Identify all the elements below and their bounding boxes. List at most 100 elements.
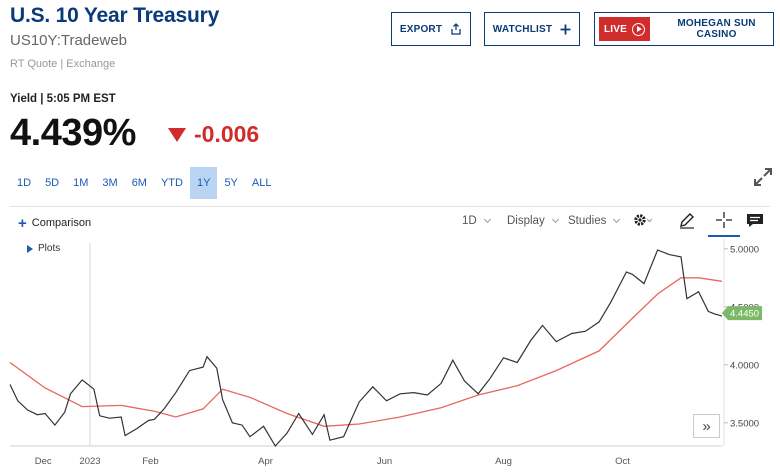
range-1m[interactable]: 1M: [73, 177, 89, 189]
last-value-badge-shape: [722, 306, 762, 321]
display-dropdown[interactable]: Display: [507, 215, 559, 227]
price-point: [571, 332, 573, 334]
range-all[interactable]: ALL: [251, 177, 272, 189]
price-point: [17, 400, 19, 402]
last-value-text: 4.4450: [730, 309, 759, 320]
price-point: [69, 393, 71, 395]
studies-dropdown[interactable]: Studies: [568, 215, 621, 227]
price-point: [680, 256, 682, 258]
price-point: [713, 313, 715, 315]
change-value: -0.006: [194, 121, 260, 147]
price-point: [426, 394, 428, 396]
price-point: [631, 273, 633, 275]
comment-icon[interactable]: [745, 210, 765, 230]
range-5d[interactable]: 5D: [45, 177, 60, 189]
price-line: [9, 249, 723, 448]
range-1y[interactable]: 1Y: [189, 167, 218, 199]
price-point: [399, 393, 401, 395]
pencil-icon[interactable]: [677, 210, 697, 230]
price-point: [63, 411, 65, 413]
moving-average-line: [9, 277, 723, 427]
plots-toggle[interactable]: Plots: [27, 243, 60, 254]
share-icon: [451, 23, 461, 35]
range-6m[interactable]: 6M: [131, 177, 147, 189]
price-point: [452, 359, 454, 361]
x-tick-label: Dec: [35, 456, 52, 467]
comparison-label: Comparison: [31, 217, 92, 229]
gear-icon[interactable]: [632, 210, 652, 230]
price-point: [54, 424, 56, 426]
range-selector: 1D 5D 1M 3M 6M YTD 1Y 5Y ALL: [10, 167, 278, 199]
scroll-to-latest-button[interactable]: »: [693, 414, 720, 438]
price-change: -0.006: [168, 121, 259, 148]
export-button[interactable]: EXPORT: [391, 12, 471, 46]
live-badge: LIVE: [599, 17, 651, 41]
watchlist-label: WATCHLIST: [492, 23, 553, 35]
price-point: [598, 321, 600, 323]
price-point: [206, 355, 208, 357]
price-point: [516, 361, 518, 363]
price-point: [249, 436, 251, 438]
range-1d[interactable]: 1D: [17, 177, 32, 189]
double-chevron-right-icon: »: [702, 417, 711, 435]
price-point: [311, 433, 313, 435]
price-point: [385, 400, 387, 402]
price-point: [707, 310, 709, 312]
last-price: 4.439%: [10, 112, 136, 154]
range-5y[interactable]: 5Y: [224, 177, 238, 189]
price-point: [555, 340, 557, 342]
y-tick-label: 3.5000: [730, 418, 759, 429]
price-point: [668, 253, 670, 255]
price-point: [188, 369, 190, 371]
live-tv-button[interactable]: LIVE MOHEGAN SUN CASINO: [594, 12, 774, 46]
price-point: [440, 382, 442, 384]
price-point: [175, 391, 177, 393]
price-point: [241, 424, 243, 426]
price-point: [342, 436, 344, 438]
export-label: EXPORT: [399, 23, 443, 35]
price-point: [99, 415, 101, 417]
y-tick-label: 5.0000: [730, 244, 759, 255]
price-point: [372, 386, 374, 388]
studies-label: Studies: [568, 215, 607, 227]
interval-label: 1D: [462, 215, 477, 227]
interval-dropdown[interactable]: 1D: [462, 215, 491, 227]
active-tool-indicator: [708, 235, 740, 237]
range-3m[interactable]: 3M: [102, 177, 118, 189]
price-point: [108, 417, 110, 419]
price-point: [262, 425, 264, 427]
expand-icon[interactable]: [752, 166, 774, 188]
price-point: [329, 439, 331, 441]
chevron-down-icon: [613, 215, 621, 224]
live-sponsor: MOHEGAN SUN CASINO: [677, 18, 756, 40]
display-label: Display: [507, 215, 545, 227]
down-arrow-icon: [168, 127, 186, 142]
price-point: [81, 379, 83, 381]
plus-icon: +: [18, 214, 27, 232]
price-point: [163, 408, 165, 410]
price-point: [153, 418, 155, 420]
price-point: [298, 412, 300, 414]
price-point: [202, 366, 204, 368]
price-point: [656, 249, 658, 251]
chevron-down-icon: [483, 215, 491, 224]
price-point: [231, 422, 233, 424]
x-tick-label: Apr: [258, 456, 273, 467]
range-ytd[interactable]: YTD: [160, 177, 183, 189]
crosshair-icon[interactable]: [714, 210, 734, 230]
price-point: [124, 434, 126, 436]
quote-meta: RT Quote | Exchange: [10, 58, 116, 70]
play-icon: [632, 22, 646, 36]
price-point: [136, 427, 138, 429]
price-point: [463, 380, 465, 382]
comparison-button[interactable]: + Comparison: [18, 214, 92, 232]
x-tick-label: 2023: [79, 456, 100, 467]
price-point: [721, 315, 723, 317]
chevron-down-icon: [551, 215, 559, 224]
price-point: [625, 271, 627, 273]
watchlist-button[interactable]: WATCHLIST: [484, 12, 580, 46]
price-point: [530, 339, 532, 341]
price-point: [358, 401, 360, 403]
y-tick-label: 4.0000: [730, 360, 759, 371]
